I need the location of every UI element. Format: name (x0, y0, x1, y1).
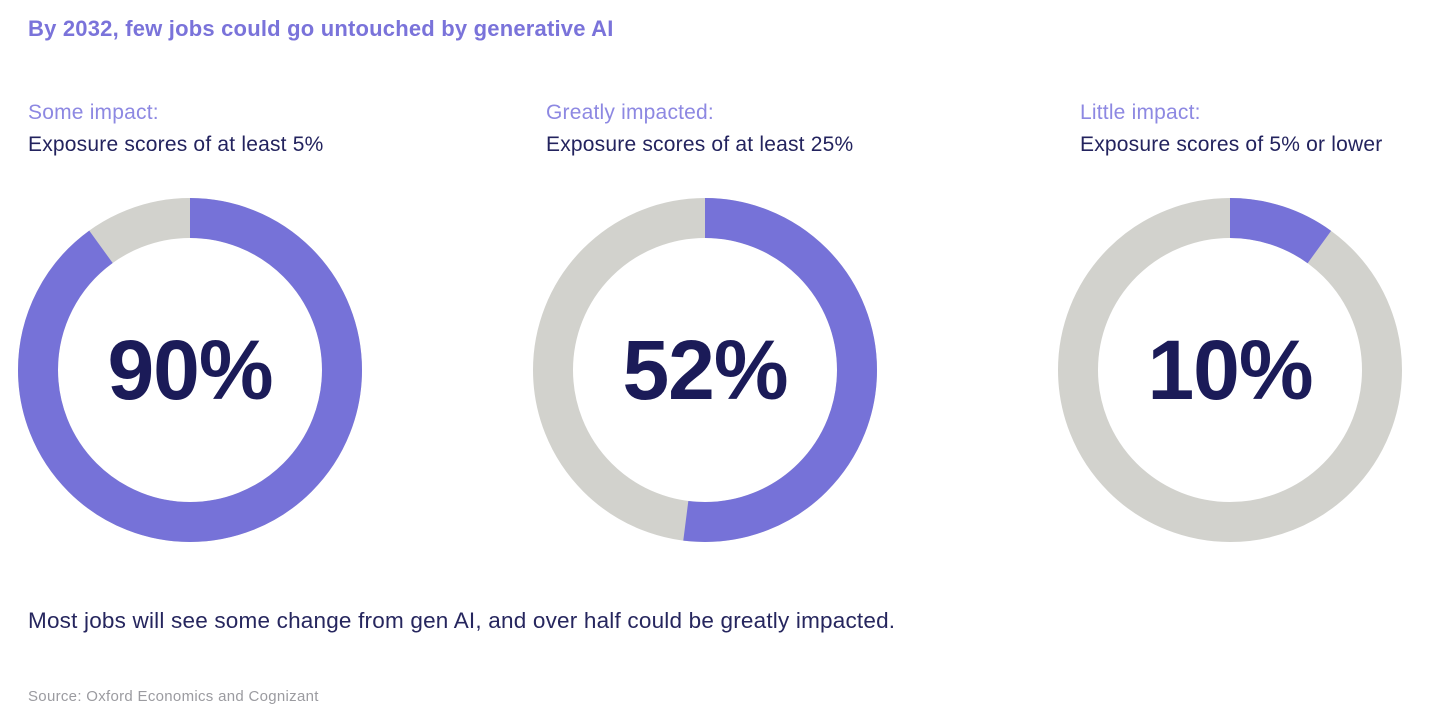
donut-svg-some-impact (18, 198, 362, 542)
donut-center-value: 90% (107, 322, 273, 417)
donut-center-value: 10% (1147, 322, 1313, 417)
chart-heading-little-impact: Little impact: (1080, 101, 1201, 124)
donut-value-ring (1058, 198, 1402, 542)
donut-center-value: 52% (622, 322, 788, 417)
donut-svg-little-impact (1058, 198, 1402, 542)
chart-subheading-greatly-impacted: Exposure scores of at least 25% (546, 133, 854, 156)
donut-value-ring (533, 198, 877, 542)
chart-subheading-some-impact: Exposure scores of at least 5% (28, 133, 324, 156)
source-attribution: Source: Oxford Economics and Cognizant (28, 688, 319, 705)
page-title: By 2032, few jobs could go untouched by … (28, 16, 614, 41)
donut-value-ring (18, 198, 362, 542)
donut-chart-greatly-impacted: 52% (533, 198, 877, 542)
summary-text: Most jobs will see some change from gen … (28, 608, 896, 633)
chart-heading-some-impact: Some impact: (28, 101, 159, 124)
donut-chart-some-impact: 90% (18, 198, 362, 542)
chart-subheading-little-impact: Exposure scores of 5% or lower (1080, 133, 1383, 156)
chart-heading-greatly-impacted: Greatly impacted: (546, 101, 714, 124)
donut-chart-little-impact: 10% (1058, 198, 1402, 542)
donut-svg-greatly-impacted (533, 198, 877, 542)
